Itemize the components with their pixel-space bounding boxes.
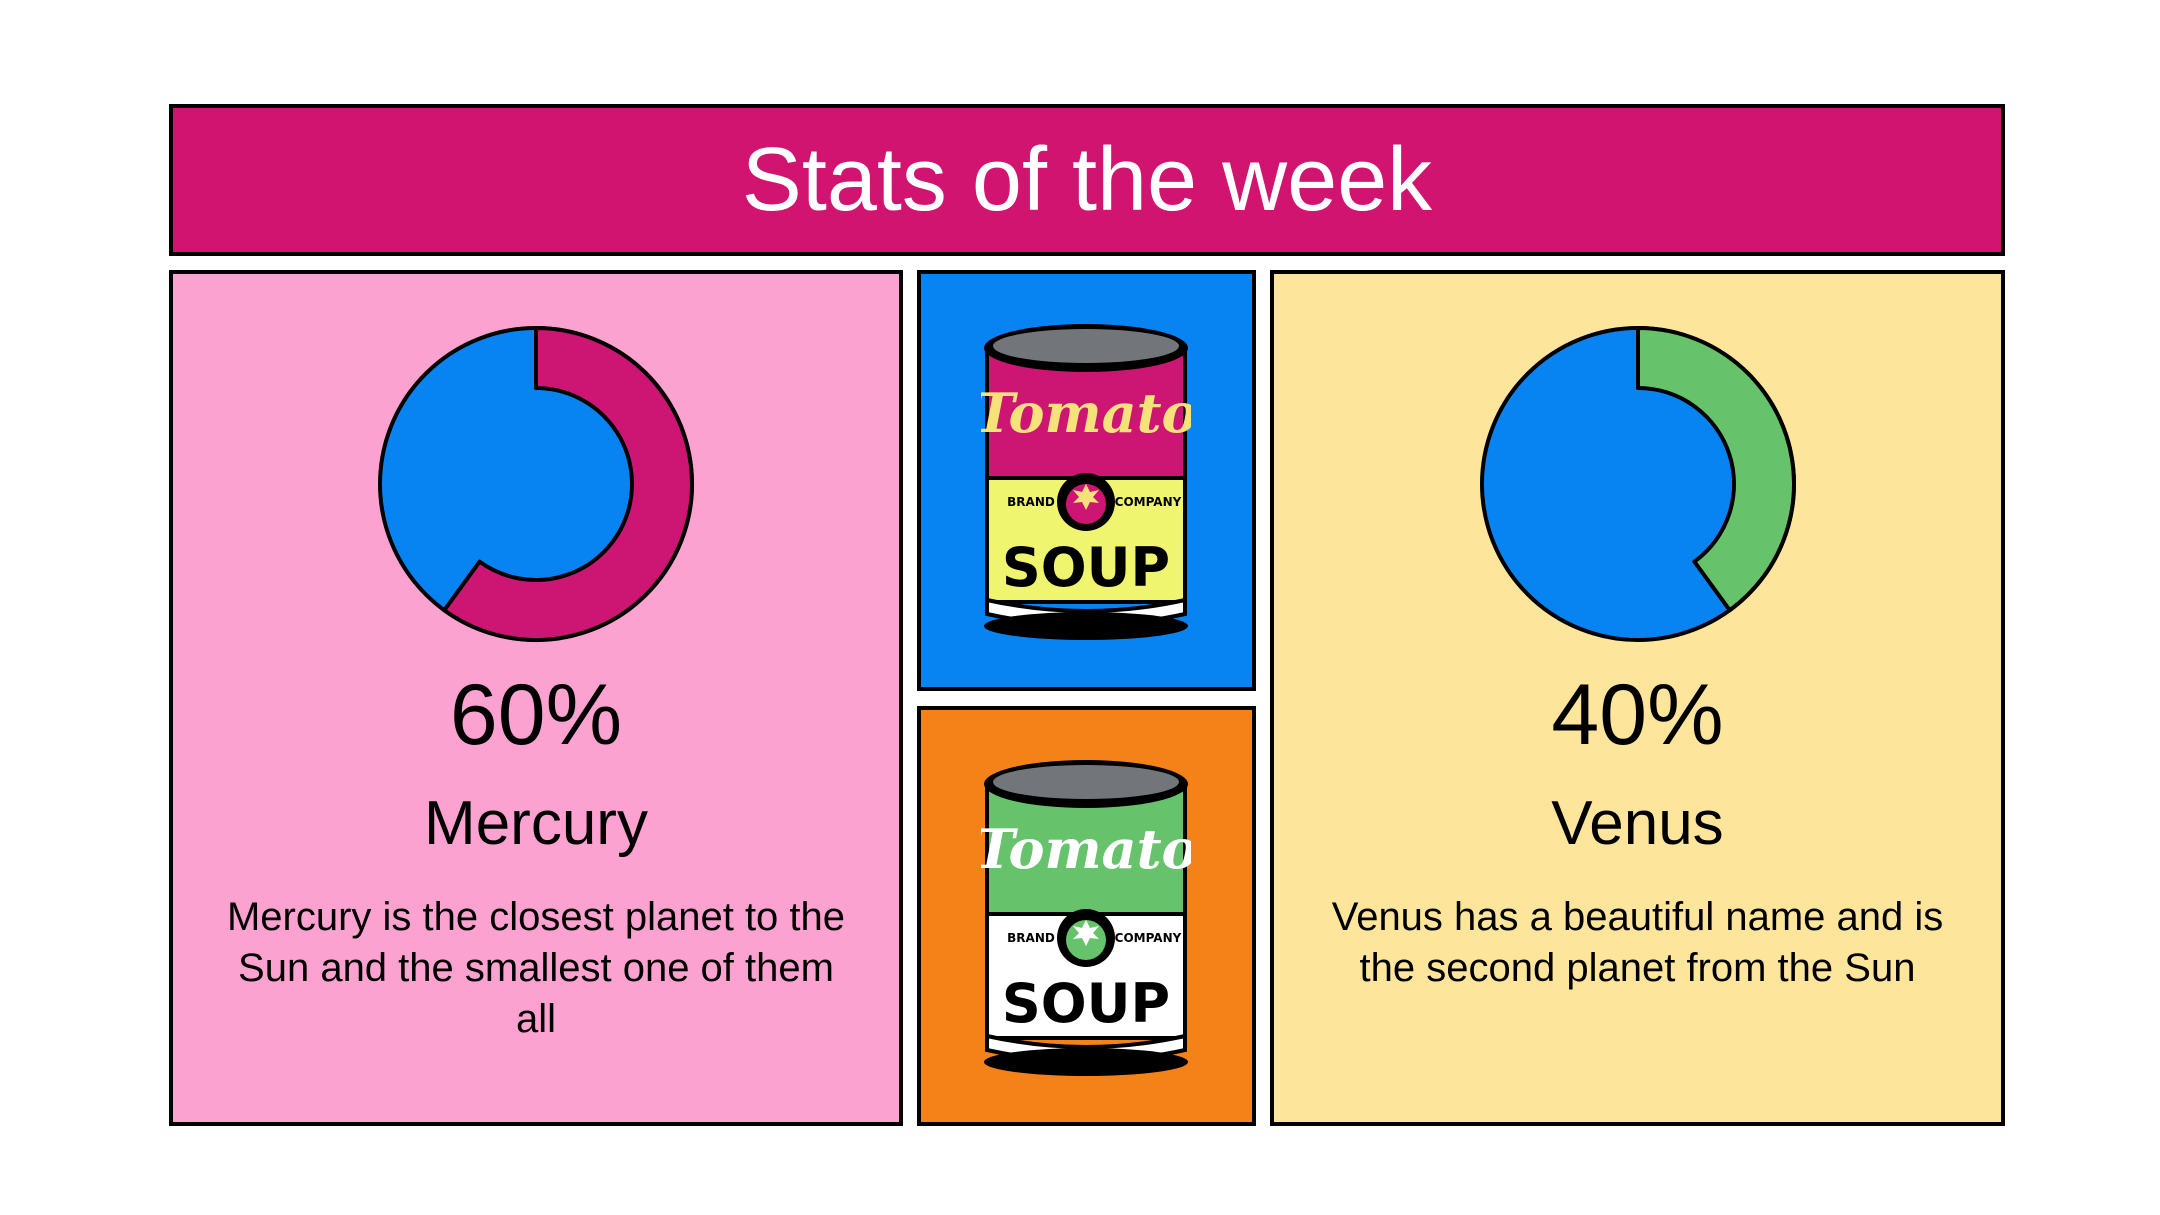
can-bottom-right-label: COMPANY <box>1115 931 1182 945</box>
title-banner: Stats of the week <box>169 104 2005 256</box>
can-bottom-left-label: BRAND <box>1007 931 1055 945</box>
mercury-donut-chart <box>378 326 694 642</box>
mercury-donut-segment <box>442 326 694 642</box>
tomato-icon <box>1073 484 1099 510</box>
can-panel-bottom: Tomato BRAND COMPANY SOUP <box>917 706 1256 1126</box>
can-top-left-label: BRAND <box>1007 495 1055 509</box>
mercury-name: Mercury <box>424 789 648 858</box>
mercury-percent: 60% <box>449 667 623 763</box>
venus-description: Venus has a beautiful name and is the se… <box>1331 895 1944 990</box>
can-top-brand: Tomato <box>981 381 1191 445</box>
can-bottom-product: SOUP <box>1002 972 1170 1035</box>
soup-can-top-image: Tomato BRAND COMPANY SOUP <box>981 324 1191 640</box>
venus-donut-segment <box>1635 326 1796 613</box>
page-title: Stats of the week <box>741 130 1433 230</box>
venus-card: 40% Venus Venus has a beautiful name and… <box>1270 270 2005 1126</box>
venus-donut-chart <box>1479 326 1796 642</box>
venus-name: Venus <box>1551 789 1724 858</box>
mercury-description: Mercury is the closest planet to the Sun… <box>226 895 846 1041</box>
mercury-card: 60% Mercury Mercury is the closest plane… <box>169 270 903 1126</box>
tomato-icon <box>1073 920 1099 946</box>
soup-can-bottom-image: Tomato BRAND COMPANY SOUP <box>981 760 1191 1076</box>
can-top-right-label: COMPANY <box>1115 495 1182 509</box>
can-panel-top: Tomato BRAND COMPANY SOUP <box>917 270 1256 691</box>
can-bottom-brand: Tomato <box>981 817 1191 881</box>
venus-percent: 40% <box>1551 667 1724 763</box>
can-top-product: SOUP <box>1002 536 1170 599</box>
